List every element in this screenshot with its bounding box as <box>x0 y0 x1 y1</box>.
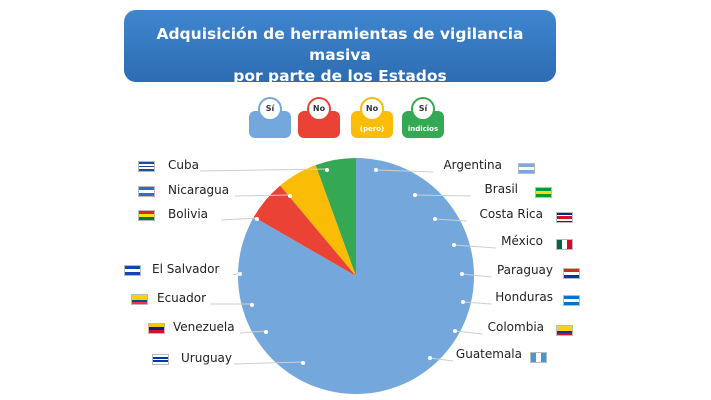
leader-line <box>220 217 258 221</box>
country-label-mexico: México <box>501 234 543 248</box>
title-line-1: Adquisición de herramientas de vigilanci… <box>156 25 524 64</box>
flag-bolivia-icon <box>138 210 155 221</box>
flag-uruguay-icon <box>152 354 169 365</box>
flag-ecuador-icon <box>131 294 148 305</box>
leader-dot <box>428 356 432 360</box>
leader-dot <box>325 168 329 172</box>
pie-slice-s-indicios <box>315 158 356 276</box>
flag-colombia-icon <box>556 325 573 336</box>
leader-line <box>454 330 483 335</box>
country-label-bolivia: Bolivia <box>168 207 209 221</box>
flag-paraguay-icon <box>563 268 580 279</box>
legend: Sí No No (pero) Sí indicios <box>0 97 711 142</box>
leader-line <box>234 194 291 197</box>
leader-dot <box>264 330 268 334</box>
country-label-el-salvador: El Salvador <box>152 262 220 276</box>
country-label-honduras: Honduras <box>495 290 553 304</box>
country-label-uruguay: Uruguay <box>181 351 232 365</box>
flag-nicaragua-icon <box>138 186 155 197</box>
country-label-costa-rica: Costa Rica <box>479 207 543 221</box>
chart-title: Adquisición de herramientas de vigilanci… <box>124 10 556 85</box>
legend-item-no-pero: No (pero) <box>351 97 393 139</box>
leader-dot <box>374 168 378 172</box>
leader-dot <box>452 243 456 247</box>
flag-mexico-icon <box>556 239 573 250</box>
leader-dot <box>460 272 464 276</box>
country-label-brasil: Brasil <box>484 182 518 196</box>
flag-venezuela-icon <box>148 323 165 334</box>
leader-dot <box>301 361 305 365</box>
leader-dot <box>255 217 259 221</box>
leader-dot <box>238 272 242 276</box>
leader-line <box>461 273 492 278</box>
legend-label: No <box>360 97 384 121</box>
leader-dot <box>413 193 417 197</box>
title-line-2: por parte de los Estados <box>233 67 447 85</box>
flag-honduras-icon <box>563 295 580 306</box>
leader-line <box>239 330 267 334</box>
legend-item-si: Sí <box>249 97 291 139</box>
legend-label: No <box>307 97 331 121</box>
leader-line <box>462 301 492 305</box>
flag-guatemala-icon <box>530 352 547 363</box>
country-label-colombia: Colombia <box>487 320 544 334</box>
leader-line <box>375 169 434 173</box>
flag-el-salvador-icon <box>124 265 141 276</box>
pie-slice-no <box>253 185 356 276</box>
country-label-venezuela: Venezuela <box>173 320 235 334</box>
leader-dot <box>433 217 437 221</box>
pie-slice-s- <box>237 158 474 395</box>
leader-line <box>453 244 496 249</box>
flag-cuba-icon <box>138 161 155 172</box>
leader-dot <box>453 329 457 333</box>
country-label-ecuador: Ecuador <box>157 291 207 305</box>
legend-sublabel: indicios <box>407 125 439 133</box>
pie-slice-no-pero- <box>280 165 356 276</box>
leader-line <box>414 194 471 197</box>
legend-label: Sí <box>258 97 282 121</box>
leader-dot <box>250 303 254 307</box>
legend-item-no: No <box>298 97 340 139</box>
leader-dot <box>461 300 465 304</box>
legend-sublabel: (pero) <box>359 125 385 133</box>
country-label-guatemala: Guatemala <box>455 347 522 361</box>
leader-line <box>233 361 304 365</box>
flag-brasil-icon <box>535 187 552 198</box>
country-label-nicaragua: Nicaragua <box>168 183 230 197</box>
leader-line <box>199 168 328 172</box>
leader-line <box>429 357 454 362</box>
leader-line <box>434 218 468 222</box>
leader-dot <box>288 194 292 198</box>
legend-item-si-indicios: Sí indicios <box>402 97 444 139</box>
flag-argentina-icon <box>518 163 535 174</box>
legend-label: Sí <box>411 97 435 121</box>
country-label-paraguay: Paraguay <box>496 263 553 277</box>
country-label-argentina: Argentina <box>443 158 502 172</box>
country-label-cuba: Cuba <box>168 158 199 172</box>
flag-costa-rica-icon <box>556 212 573 223</box>
